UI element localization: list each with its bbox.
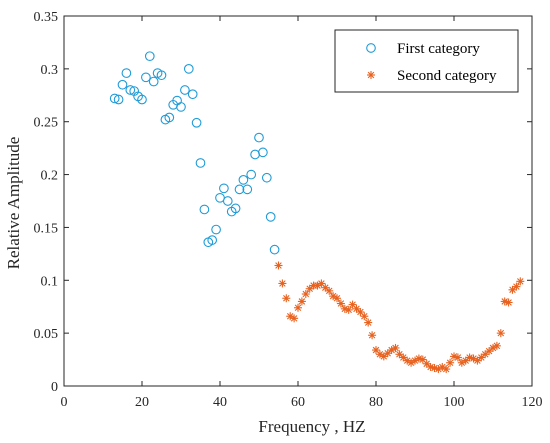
y-tick-label: 0 — [51, 380, 58, 395]
second-category-point — [504, 298, 513, 307]
second-category-point — [453, 353, 462, 362]
second-category-point — [294, 303, 302, 312]
second-category-point — [274, 261, 283, 270]
first-category-point — [121, 68, 132, 78]
first-category-point — [191, 117, 202, 128]
first-category-point — [211, 224, 221, 235]
legend-label-second-category: Second category — [397, 68, 497, 84]
second-category-point — [438, 362, 447, 371]
first-category-point — [234, 184, 245, 195]
first-category-point — [156, 70, 167, 81]
first-category-point — [187, 89, 198, 100]
second-category-point — [418, 355, 427, 364]
legend-box — [334, 29, 519, 93]
first-category-point — [148, 76, 159, 87]
second-category-point — [333, 294, 341, 303]
first-category-point — [195, 158, 206, 168]
legend-asterisk-icon — [367, 71, 375, 79]
tick-labels: 0 20 40 60 80 100 120 0 0.05 0.1 0.15 0.2 0.25 0.3 0.3… — [34, 10, 543, 410]
x-tick-label: 80 — [369, 395, 383, 410]
first-category-point — [258, 147, 268, 158]
first-category-point — [265, 212, 276, 222]
y-axis-label: Relative Amplitude — [4, 137, 23, 270]
y-tick-label: 0.2 — [41, 169, 59, 184]
second-category-point — [496, 329, 505, 338]
second-category-point — [360, 312, 369, 321]
legend-marker-first-category — [366, 43, 376, 53]
second-category-point — [508, 285, 517, 294]
legend-marker-second-category — [367, 71, 375, 79]
first-category-point — [246, 169, 257, 180]
second-category-point — [325, 286, 334, 295]
x-tick-label: 20 — [135, 395, 149, 410]
first-category-point — [219, 183, 229, 194]
first-category-point — [141, 72, 151, 83]
first-category-point — [242, 184, 253, 195]
first-category-point — [269, 244, 280, 255]
y-tick-label: 0.25 — [34, 116, 59, 131]
y-tick-label: 0.35 — [34, 10, 59, 25]
first-category-point — [199, 204, 210, 215]
second-category-point — [336, 299, 345, 308]
x-tick-label: 0 — [61, 395, 68, 410]
first-category-point — [113, 94, 124, 105]
first-category-point — [125, 85, 136, 95]
second-category-point — [403, 356, 412, 365]
second-category-point — [375, 350, 384, 359]
second-category-point — [278, 279, 287, 288]
x-axis-label: Frequency , HZ — [258, 417, 365, 436]
second-category-point — [442, 365, 451, 374]
first-category-point — [183, 64, 194, 74]
first-category-point — [254, 132, 264, 143]
y-tick-label: 0.3 — [41, 63, 59, 78]
second-category-point — [364, 318, 373, 327]
second-category-point — [297, 297, 306, 306]
legend: First category Second category — [334, 29, 519, 93]
first-category-point — [176, 102, 186, 112]
second-category-point — [344, 305, 353, 314]
first-category-point — [137, 94, 147, 105]
second-category-point — [282, 294, 291, 303]
second-category-point — [446, 358, 455, 367]
legend-label-first-category: First category — [397, 41, 480, 57]
second-category-point — [414, 354, 423, 363]
second-category-point — [391, 343, 400, 352]
y-tick-label: 0.05 — [34, 327, 59, 342]
x-tick-label: 60 — [291, 395, 305, 410]
first-category-point — [261, 172, 272, 183]
second-category-point — [329, 292, 338, 301]
y-tick-label: 0.1 — [41, 274, 59, 289]
second-category-point — [290, 314, 299, 323]
axes — [63, 15, 533, 387]
second-category-point — [340, 304, 349, 313]
first-category-point — [144, 51, 155, 62]
first-category-point — [109, 93, 120, 104]
second-category-point — [368, 331, 377, 340]
legend-circle-icon — [366, 43, 376, 53]
second-category-point — [512, 282, 521, 291]
x-tick-label: 40 — [213, 395, 227, 410]
second-category-point — [516, 277, 525, 286]
first-category-point — [230, 203, 241, 214]
y-tick-label: 0.15 — [34, 221, 59, 236]
first-category-point — [164, 112, 175, 123]
first-category-point — [222, 196, 233, 206]
second-category-point — [407, 358, 416, 367]
second-category-point — [500, 297, 509, 306]
x-tick-label: 100 — [444, 395, 465, 410]
first-category-point — [180, 85, 190, 95]
data-marks — [109, 51, 525, 374]
first-category-point — [207, 235, 218, 245]
first-category-point — [238, 175, 249, 185]
x-tick-label: 120 — [522, 395, 543, 410]
first-category-point — [117, 79, 128, 90]
second-category-point — [301, 290, 310, 299]
second-category-point — [492, 341, 501, 350]
